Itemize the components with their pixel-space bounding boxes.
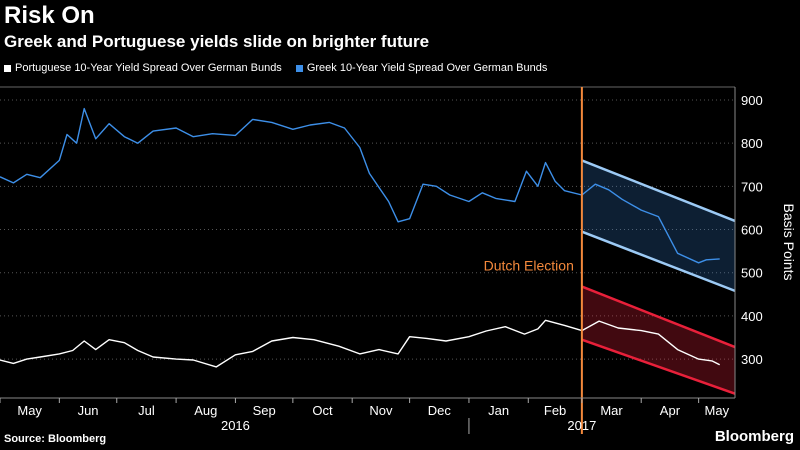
greek-yield-line: [0, 107, 720, 264]
x-tick-label-apr-11: Apr: [660, 403, 681, 418]
y-tick-label-900: 900: [741, 93, 763, 108]
channel-lower-portuguese: [581, 338, 736, 395]
legend-swatch-greek: [295, 64, 303, 72]
x-tick-label-jan-8: Jan: [488, 403, 509, 418]
channel-upper-portuguese: [581, 285, 736, 349]
y-axis-label: Basis Points: [781, 203, 797, 280]
x-tick-label-jun-1: Jun: [78, 403, 99, 418]
y-tick-label-400: 400: [741, 309, 763, 324]
x-tick-label-feb-9: Feb: [544, 403, 566, 418]
grid: [0, 86, 735, 360]
x-tick-label-may-12: May: [705, 403, 730, 418]
x-tick-label-nov-6: Nov: [369, 403, 393, 418]
x-tick-label-dec-7: Dec: [428, 403, 452, 418]
y-tick-label-300: 300: [741, 352, 763, 367]
legend-label-portuguese: Portuguese 10-Year Yield Spread Over Ger…: [15, 62, 282, 74]
x-tick-label-may-0: May: [17, 403, 42, 418]
bloomberg-logo: Bloomberg: [714, 428, 794, 445]
x-tick-label-sep-4: Sep: [253, 403, 276, 418]
x-tick-label-aug-3: Aug: [194, 403, 217, 418]
chart-title: Risk On: [4, 2, 95, 29]
legend-swatch-portuguese: [4, 64, 11, 72]
y-tick-label-700: 700: [741, 179, 763, 194]
legend-item-portuguese: Portuguese 10-Year Yield Spread Over Ger…: [4, 62, 282, 74]
x-tick-label-oct-5: Oct: [312, 403, 333, 418]
legend-label-greek: Greek 10-Year Yield Spread Over German B…: [306, 62, 548, 74]
channel-fill-greek: [581, 160, 735, 291]
legend: Portuguese 10-Year Yield Spread Over Ger…: [4, 62, 547, 74]
source-note: Source: Bloomberg: [4, 433, 107, 445]
channels: [581, 159, 736, 395]
x-tick-label-jul-2: Jul: [138, 403, 155, 418]
y-tick-label-600: 600: [741, 223, 763, 238]
axes: 300 400 500 600 700 800 900 Basis Points May Jun J…: [0, 87, 797, 434]
y-tick-label-800: 800: [741, 136, 763, 151]
y-tick-label-500: 500: [741, 266, 763, 281]
portuguese-yield-line: [0, 319, 721, 368]
x-tick-label-mar-10: Mar: [600, 403, 623, 418]
election-label: Dutch Election: [484, 258, 574, 274]
x-year-label-2017: 2017: [567, 418, 596, 433]
x-year-label-2016: 2016: [221, 418, 250, 433]
series-lines: [0, 107, 721, 368]
channel-lower-greek: [581, 230, 736, 293]
election-marker: Dutch Election: [484, 87, 583, 434]
chart-subtitle: Greek and Portuguese yields slide on bri…: [4, 32, 430, 51]
channel-upper-greek: [581, 159, 736, 223]
legend-item-greek: Greek 10-Year Yield Spread Over German B…: [295, 62, 548, 74]
channel-fill-portuguese: [581, 286, 735, 394]
